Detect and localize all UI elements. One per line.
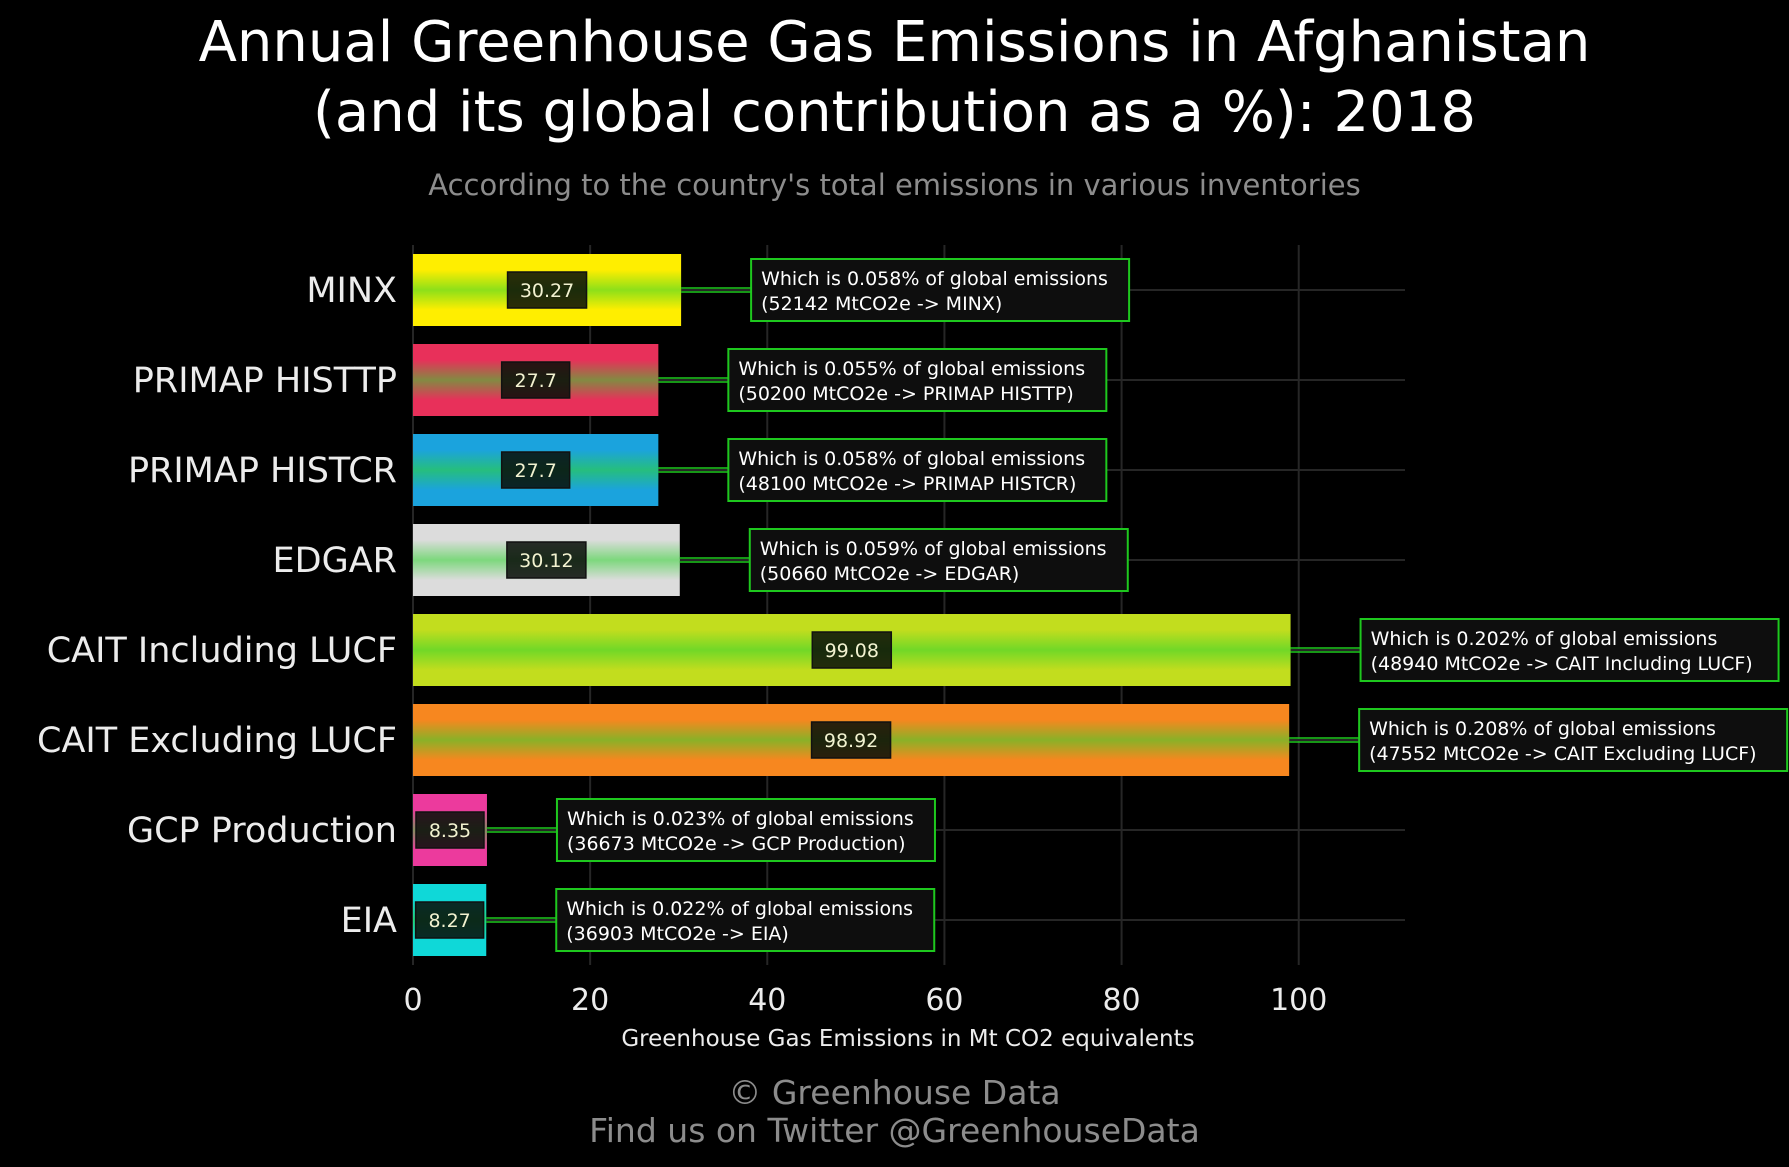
- value-label-4: 99.08: [825, 640, 879, 662]
- bars: 30.27 Which is 0.058% of global emissions…: [413, 254, 1789, 956]
- annotation-box-6: [555, 798, 936, 862]
- bar-group-6: 8.35 Which is 0.023% of global emissions (…: [413, 794, 936, 866]
- category-labels: MINX PRIMAP HISTTP PRIMAP HISTCR EDGAR CAIT …: [37, 271, 397, 941]
- value-label-box-4: [811, 631, 893, 669]
- annotation-line2-0: (52142 MtCO2e -> MINX): [761, 293, 1002, 315]
- category-label-3: EDGAR: [273, 541, 397, 581]
- value-label-box-0: [506, 271, 588, 309]
- category-label-1: PRIMAP HISTTP: [133, 361, 397, 401]
- value-label-0: 30.27: [520, 280, 574, 302]
- x-tick-label-1: 20: [571, 983, 609, 1018]
- value-label-2: 27.7: [515, 460, 557, 482]
- twitter-caption: Find us on Twitter @GreenhouseData: [589, 1111, 1200, 1150]
- bar-group-3: 30.12 Which is 0.059% of global emissions…: [413, 524, 1129, 596]
- x-tick-label-5: 100: [1270, 983, 1327, 1018]
- x-tick-label-3: 60: [925, 983, 963, 1018]
- annotation-box-3: [748, 528, 1129, 592]
- annotation-box-4: [1359, 618, 1780, 682]
- annotation-box-2: [727, 438, 1108, 502]
- x-tick-label-0: 0: [403, 983, 422, 1018]
- annotation-line2-6: (36673 MtCO2e -> GCP Production): [567, 833, 906, 855]
- x-axis-ticks: 0 20 40 60 80 100: [403, 983, 1327, 1018]
- chart-subtitle: According to the country's total emissio…: [428, 168, 1361, 202]
- bar-group-5: 98.92 Which is 0.208% of global emissions…: [413, 704, 1789, 776]
- category-label-2: PRIMAP HISTCR: [128, 451, 397, 491]
- annotation-line1-5: Which is 0.208% of global emissions: [1369, 718, 1716, 740]
- annotation-line2-4: (48940 MtCO2e -> CAIT Including LUCF): [1371, 653, 1753, 675]
- chart-title-line-1: Annual Greenhouse Gas Emissions in Afgha…: [198, 10, 1591, 75]
- annotation-box-0: [750, 258, 1131, 322]
- annotation-line1-7: Which is 0.022% of global emissions: [566, 898, 913, 920]
- value-label-6: 8.35: [429, 820, 471, 842]
- x-tick-label-2: 40: [748, 983, 786, 1018]
- annotation-line1-3: Which is 0.059% of global emissions: [760, 538, 1107, 560]
- x-tick-label-4: 80: [1102, 983, 1140, 1018]
- value-label-1: 27.7: [515, 370, 557, 392]
- value-label-5: 98.92: [824, 730, 878, 752]
- annotation-box-5: [1358, 708, 1789, 772]
- category-label-4: CAIT Including LUCF: [47, 631, 397, 671]
- annotation-line2-2: (48100 MtCO2e -> PRIMAP HISTCR): [738, 473, 1076, 495]
- value-label-3: 30.12: [519, 550, 573, 572]
- annotation-line1-1: Which is 0.055% of global emissions: [738, 358, 1085, 380]
- copyright-caption: © Greenhouse Data: [728, 1073, 1061, 1112]
- annotation-line2-3: (50660 MtCO2e -> EDGAR): [760, 563, 1020, 585]
- annotation-line1-6: Which is 0.023% of global emissions: [567, 808, 914, 830]
- annotation-box-1: [727, 348, 1108, 412]
- annotation-line1-2: Which is 0.058% of global emissions: [738, 448, 1085, 470]
- annotation-line2-1: (50200 MtCO2e -> PRIMAP HISTTP): [738, 383, 1073, 405]
- category-label-6: GCP Production: [127, 811, 397, 851]
- bar-group-0: 30.27 Which is 0.058% of global emissions…: [413, 254, 1131, 326]
- bar-group-2: 27.7 Which is 0.058% of global emissions (…: [413, 434, 1108, 506]
- annotation-line2-7: (36903 MtCO2e -> EIA): [566, 923, 789, 945]
- value-label-box-5: [810, 721, 892, 759]
- value-label-box-3: [506, 541, 587, 579]
- annotation-line2-5: (47552 MtCO2e -> CAIT Excluding LUCF): [1369, 743, 1756, 765]
- annotation-box-7: [555, 888, 936, 952]
- value-label-7: 8.27: [428, 910, 470, 932]
- value-label-box-6: [415, 811, 485, 849]
- value-label-box-2: [500, 451, 571, 489]
- bar-group-4: 99.08 Which is 0.202% of global emissions…: [413, 614, 1780, 686]
- bar-group-7: 8.27 Which is 0.022% of global emissions (…: [413, 884, 936, 956]
- category-label-0: MINX: [306, 271, 397, 311]
- value-label-box-1: [500, 361, 571, 399]
- category-label-7: EIA: [341, 901, 397, 941]
- annotation-line1-4: Which is 0.202% of global emissions: [1371, 628, 1718, 650]
- bar-group-1: 27.7 Which is 0.055% of global emissions (…: [413, 344, 1108, 416]
- annotation-line1-0: Which is 0.058% of global emissions: [761, 268, 1108, 290]
- value-label-box-7: [414, 901, 485, 939]
- chart-title: Annual Greenhouse Gas Emissions in Afgha…: [0, 8, 1789, 148]
- x-axis-title: Greenhouse Gas Emissions in Mt CO2 equiv…: [621, 1026, 1194, 1052]
- chart-title-line-2: (and its global contribution as a %): 20…: [313, 80, 1476, 145]
- category-label-5: CAIT Excluding LUCF: [37, 721, 397, 761]
